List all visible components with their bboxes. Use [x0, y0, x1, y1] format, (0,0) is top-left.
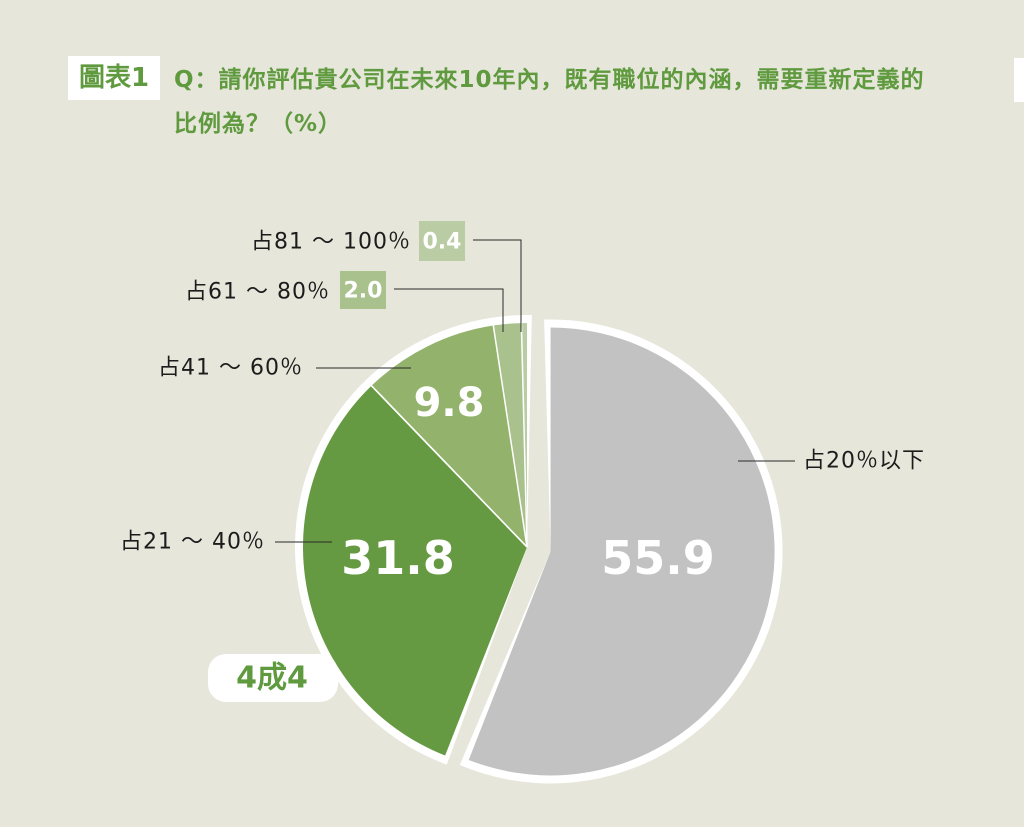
slice-20-below	[468, 327, 775, 776]
category-label-21-40: 占21 ～ 40％	[120, 530, 265, 555]
callout-badge	[208, 654, 338, 702]
callout-text: 4成4	[236, 661, 308, 696]
category-label-20-below: 占20％以下	[803, 449, 925, 474]
category-label-41-60: 占41 ～ 60％	[158, 356, 303, 381]
slice-41-60	[371, 325, 527, 547]
value-badge-81-100-box	[419, 221, 465, 261]
category-label-81-100: 占81 ～ 100％	[251, 230, 411, 255]
category-label-61-80: 占61 ～ 80％	[185, 280, 330, 305]
slice-separator	[370, 385, 528, 548]
leader-81-100	[473, 239, 522, 332]
value-label-20-below: 55.9	[601, 531, 715, 585]
value-badge-61-80-box	[340, 271, 386, 309]
chart-title: Q：請你評估貴公司在未來10年內，既有職位的內涵，需要重新定義的比例為？（%）	[174, 67, 925, 137]
value-label-21-40: 31.8	[341, 531, 455, 585]
value-badge-81-100: 0.4	[423, 230, 462, 255]
value-label-41-60: 9.8	[414, 380, 485, 426]
figure-label: 圖表1	[68, 56, 160, 100]
slice-21-40	[302, 385, 527, 756]
edge-tab	[1014, 58, 1024, 102]
slice-separator	[520, 323, 528, 548]
value-badge-61-80: 2.0	[344, 279, 383, 304]
slice-separator	[492, 325, 528, 548]
leader-61-80	[394, 288, 504, 332]
